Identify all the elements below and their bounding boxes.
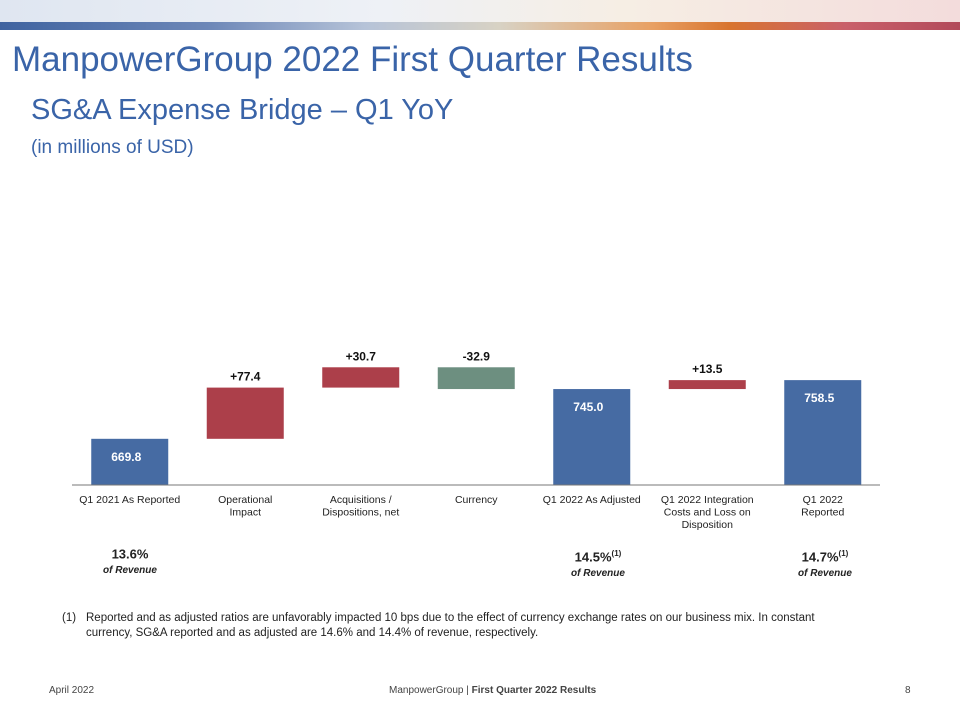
bar-1 bbox=[206, 387, 284, 439]
data-label-0: 669.8 bbox=[111, 450, 141, 464]
footnote: (1) Reported and as adjusted ratios are … bbox=[62, 611, 862, 641]
data-label-6: 758.5 bbox=[804, 391, 834, 405]
footnote-number: (1) bbox=[62, 612, 77, 624]
ratio-q1-2022-reported: 14.7%(1) of Revenue bbox=[765, 549, 885, 579]
ratio-pct: 13.6% bbox=[111, 546, 149, 562]
category-label-line: Q1 2021 As Reported bbox=[79, 494, 180, 506]
bar-5 bbox=[668, 380, 746, 390]
ratio-q1-2022-adjusted: 14.5%(1) of Revenue bbox=[538, 549, 658, 579]
slide-title: ManpowerGroup 2022 First Quarter Results bbox=[12, 40, 693, 79]
ratio-pct: 14.5%(1) bbox=[574, 549, 622, 565]
footer-page-number: 8 bbox=[905, 685, 911, 696]
data-label-2: +30.7 bbox=[346, 349, 377, 363]
category-label-line: Currency bbox=[455, 494, 498, 506]
category-label-line: Acquisitions / bbox=[330, 494, 392, 506]
category-label-line: Q1 2022 Integration bbox=[661, 494, 754, 506]
ratio-pct: 14.7%(1) bbox=[801, 549, 849, 565]
data-label-5: +13.5 bbox=[692, 362, 723, 376]
category-label-3: Currency bbox=[455, 494, 498, 506]
category-label-line: Impact bbox=[229, 507, 261, 519]
bar-0 bbox=[91, 438, 169, 485]
category-label-5: Q1 2022 Integration Costs and Loss on Disp… bbox=[661, 494, 754, 531]
category-label-line: Q1 2022 As Adjusted bbox=[543, 494, 641, 506]
ratio-label: of Revenue bbox=[798, 568, 852, 580]
category-label-line: Reported bbox=[801, 507, 844, 519]
category-label-line: Costs and Loss on bbox=[664, 507, 751, 519]
bar-6 bbox=[784, 380, 862, 485]
footer-date: April 2022 bbox=[49, 685, 95, 696]
units-note: (in millions of USD) bbox=[31, 137, 194, 158]
bar-2 bbox=[322, 367, 400, 388]
data-label-3: -32.9 bbox=[463, 349, 491, 363]
data-label-4: 745.0 bbox=[573, 400, 603, 414]
footnote-text: Reported and as adjusted ratios are unfa… bbox=[86, 612, 815, 639]
ratio-q1-2021: 13.6% of Revenue bbox=[70, 546, 190, 576]
bar-3 bbox=[437, 367, 515, 390]
category-label-line: Operational bbox=[218, 494, 272, 506]
category-label-6: Q1 2022 Reported bbox=[801, 494, 844, 519]
ratio-label: of Revenue bbox=[571, 568, 625, 580]
category-label-1: Operational Impact bbox=[218, 494, 272, 519]
category-label-line: Disposition bbox=[682, 519, 734, 531]
data-label-1: +77.4 bbox=[230, 370, 261, 384]
footer-title: ManpowerGroup | First Quarter 2022 Resul… bbox=[389, 685, 597, 696]
category-label-4: Q1 2022 As Adjusted bbox=[543, 494, 641, 506]
category-label-0: Q1 2021 As Reported bbox=[79, 494, 180, 506]
category-label-line: Dispositions, net bbox=[322, 507, 399, 519]
header-color-bar bbox=[0, 22, 960, 30]
waterfall-chart: 669.8 Q1 2021 As Reported +77.4 Operational… bbox=[72, 349, 880, 531]
category-label-line: Q1 2022 bbox=[803, 494, 843, 506]
slide-subtitle: SG&A Expense Bridge – Q1 YoY bbox=[31, 94, 454, 126]
category-label-2: Acquisitions / Dispositions, net bbox=[322, 494, 399, 519]
ratio-label: of Revenue bbox=[103, 565, 157, 577]
header-light-band bbox=[0, 0, 960, 22]
bar-4 bbox=[553, 389, 631, 485]
